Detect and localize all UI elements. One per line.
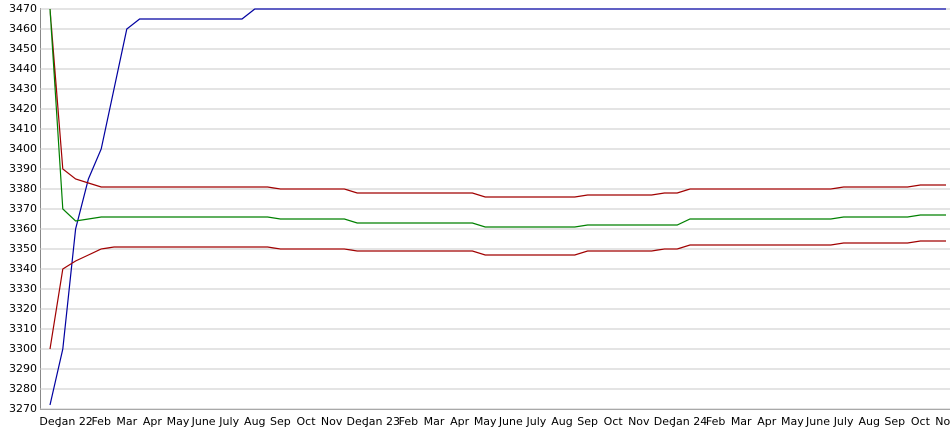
x-tick-label: May bbox=[167, 415, 190, 428]
y-tick-label: 3330 bbox=[9, 282, 37, 295]
x-tick-label: Nov bbox=[628, 415, 650, 428]
x-tick-label: Oct bbox=[911, 415, 931, 428]
y-tick-label: 3280 bbox=[9, 382, 37, 395]
y-tick-label: 3340 bbox=[9, 262, 37, 275]
x-tick-label: Jan 22 bbox=[57, 415, 92, 428]
x-tick-label: Jan 23 bbox=[365, 415, 400, 428]
y-tick-label: 3420 bbox=[9, 102, 37, 115]
x-tick-label: Feb bbox=[399, 415, 418, 428]
y-tick-label: 3290 bbox=[9, 362, 37, 375]
x-tick-label: Feb bbox=[91, 415, 110, 428]
x-tick-label: Aug bbox=[244, 415, 265, 428]
x-tick-label: Feb bbox=[706, 415, 725, 428]
y-tick-label: 3400 bbox=[9, 142, 37, 155]
x-tick-label: June bbox=[498, 415, 523, 428]
x-tick-label: Mar bbox=[731, 415, 752, 428]
series-line bbox=[49, 8, 946, 228]
y-tick-label: 3370 bbox=[9, 202, 37, 215]
y-tick-label: 3310 bbox=[9, 322, 37, 335]
x-tick-label: Dec bbox=[654, 415, 675, 428]
y-tick-label: 3320 bbox=[9, 302, 37, 315]
x-tick-label: Jan 24 bbox=[672, 415, 707, 428]
y-tick-label: 3450 bbox=[9, 42, 37, 55]
x-tick-label: Dec bbox=[347, 415, 368, 428]
x-tick-label: Apr bbox=[757, 415, 777, 428]
x-tick-label: July bbox=[833, 415, 854, 428]
x-tick-label: July bbox=[218, 415, 239, 428]
y-tick-label: 3360 bbox=[9, 222, 37, 235]
x-tick-label: Aug bbox=[858, 415, 879, 428]
x-tick-label: Oct bbox=[296, 415, 316, 428]
x-tick-label: Mar bbox=[116, 415, 137, 428]
y-tick-label: 3410 bbox=[9, 122, 37, 135]
x-tick-label: May bbox=[781, 415, 804, 428]
x-tick-label: Sep bbox=[577, 415, 598, 428]
x-tick-label: Dec bbox=[39, 415, 60, 428]
series-line bbox=[49, 8, 946, 406]
x-tick-label: Sep bbox=[884, 415, 905, 428]
x-tick-label: Nov bbox=[321, 415, 343, 428]
series-line bbox=[49, 240, 946, 350]
x-tick-label: June bbox=[805, 415, 830, 428]
x-tick-label: Oct bbox=[604, 415, 624, 428]
y-tick-label: 3470 bbox=[9, 2, 37, 15]
y-tick-label: 3270 bbox=[9, 402, 37, 415]
y-tick-label: 3350 bbox=[9, 242, 37, 255]
x-tick-label: July bbox=[526, 415, 547, 428]
y-tick-label: 3380 bbox=[9, 182, 37, 195]
series-line bbox=[49, 8, 946, 198]
x-tick-label: Apr bbox=[143, 415, 163, 428]
y-tick-label: 3460 bbox=[9, 22, 37, 35]
x-tick-label: Nov bbox=[935, 415, 950, 428]
y-tick-label: 3390 bbox=[9, 162, 37, 175]
y-tick-label: 3430 bbox=[9, 82, 37, 95]
x-tick-label: Apr bbox=[450, 415, 470, 428]
y-tick-label: 3300 bbox=[9, 342, 37, 355]
x-tick-label: Aug bbox=[551, 415, 572, 428]
x-tick-label: Mar bbox=[424, 415, 445, 428]
x-tick-label: May bbox=[474, 415, 497, 428]
x-tick-label: Sep bbox=[270, 415, 291, 428]
x-tick-label: June bbox=[191, 415, 216, 428]
y-tick-label: 3440 bbox=[9, 62, 37, 75]
